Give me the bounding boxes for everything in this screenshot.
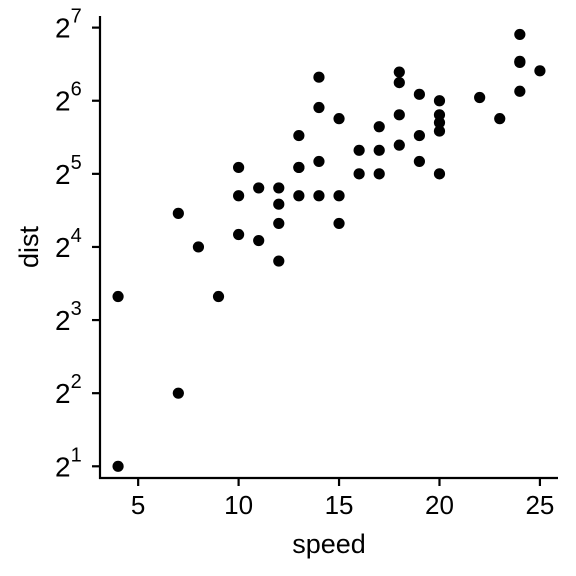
plot-area: 5 10 15 20 25 21 22 23 24 25 26 27 (55, 6, 558, 520)
data-point (534, 65, 546, 77)
data-point (293, 190, 305, 202)
data-point (313, 155, 325, 168)
data-point (433, 95, 446, 107)
data-point (373, 121, 385, 133)
data-point (293, 161, 305, 174)
data-point (233, 161, 245, 174)
data-point (494, 113, 506, 125)
data-point (333, 190, 345, 202)
data-point (373, 144, 385, 156)
data-point (433, 125, 446, 137)
data-point (273, 198, 285, 210)
data-point (253, 182, 265, 194)
y-axis-ticks: 21 22 23 24 25 26 27 (55, 6, 100, 482)
data-point (514, 85, 526, 97)
data-point (433, 168, 446, 180)
data-point (273, 255, 285, 267)
data-point (373, 168, 385, 180)
data-point (393, 139, 405, 151)
data-point (172, 387, 184, 399)
y-tick-label: 21 (55, 444, 82, 482)
data-point (313, 101, 325, 114)
data-point (313, 71, 325, 83)
data-point (413, 155, 425, 168)
data-point (233, 228, 245, 241)
data-point (333, 113, 345, 125)
data-points (112, 28, 546, 472)
data-point (514, 55, 526, 67)
data-point (233, 190, 245, 202)
data-point (433, 117, 446, 129)
y-tick-label: 22 (55, 371, 82, 409)
y-tick-label: 23 (55, 298, 82, 336)
data-point (212, 290, 225, 303)
data-point (393, 66, 405, 78)
x-tick-label: 25 (525, 490, 554, 520)
data-point (253, 234, 265, 247)
data-point (353, 168, 365, 180)
x-axis-ticks: 5 10 15 20 25 (131, 478, 554, 520)
x-tick-label: 15 (325, 490, 354, 520)
x-tick-label: 20 (425, 490, 454, 520)
data-point (353, 144, 365, 156)
data-point (413, 88, 425, 100)
data-point (393, 77, 405, 89)
x-tick-label: 10 (224, 490, 253, 520)
data-point (192, 241, 205, 253)
y-tick-label: 27 (55, 6, 82, 44)
data-point (273, 182, 285, 194)
data-point (514, 28, 526, 41)
x-tick-label: 5 (131, 490, 145, 520)
data-point (433, 109, 446, 121)
data-point (293, 129, 305, 142)
data-point (172, 207, 184, 219)
y-tick-label: 25 (55, 152, 82, 190)
data-point (112, 460, 124, 472)
y-axis-title: dist (14, 226, 44, 269)
data-point (333, 217, 345, 230)
data-point (112, 290, 124, 303)
y-tick-label: 26 (55, 79, 82, 117)
data-point (474, 91, 486, 104)
data-point (413, 129, 425, 142)
y-tick-label: 24 (55, 225, 82, 263)
data-point (273, 217, 285, 230)
data-point (313, 190, 325, 202)
x-axis-title: speed (292, 529, 366, 559)
data-point (393, 109, 405, 121)
